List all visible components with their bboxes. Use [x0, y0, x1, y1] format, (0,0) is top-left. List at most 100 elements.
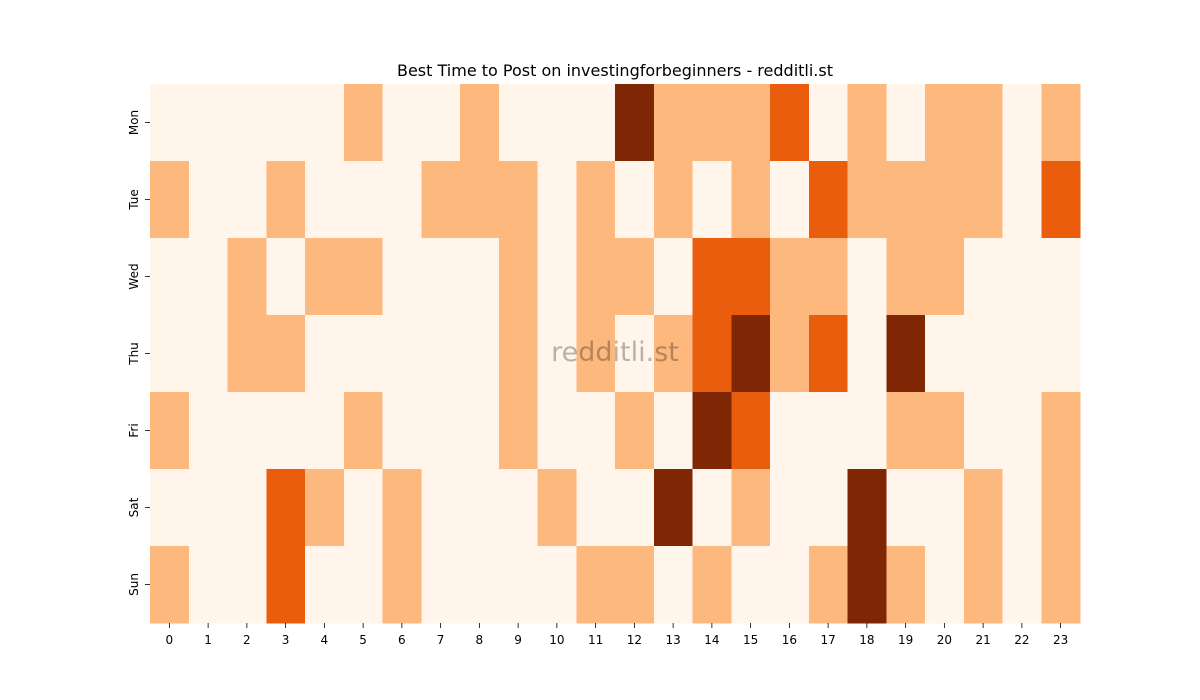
heatmap-cell [576, 392, 616, 470]
heatmap-cell [1002, 84, 1042, 162]
heatmap-cell [227, 546, 267, 624]
heatmap-cell [847, 469, 887, 547]
heatmap-cell [150, 469, 190, 547]
heatmap-cell [847, 161, 887, 239]
heatmap-cell [188, 469, 228, 547]
heatmap-cell [382, 84, 422, 162]
heatmap-cell [188, 315, 228, 393]
heatmap-cell [808, 315, 848, 393]
heatmap-cell [305, 238, 345, 316]
heatmap-cell [227, 469, 267, 547]
x-tick-label: 16 [782, 633, 797, 647]
heatmap-cell [266, 315, 306, 393]
heatmap-cell [731, 469, 771, 547]
heatmap-cell [731, 84, 771, 162]
heatmap-cell [615, 469, 655, 547]
heatmap-cell [498, 546, 538, 624]
heatmap-cell [188, 392, 228, 470]
x-tick-label: 12 [627, 633, 642, 647]
heatmap-cell [1002, 546, 1042, 624]
y-tick-label: Sat [127, 497, 141, 517]
x-tick-label: 8 [476, 633, 484, 647]
heatmap-cell [692, 469, 732, 547]
x-tick-label: 4 [321, 633, 329, 647]
heatmap-cell [847, 392, 887, 470]
heatmap-cell [498, 469, 538, 547]
heatmap-cell [305, 315, 345, 393]
heatmap-cell [188, 238, 228, 316]
heatmap-cell [421, 315, 461, 393]
heatmap-cell [615, 238, 655, 316]
heatmap-cell [770, 315, 810, 393]
heatmap-cell [305, 546, 345, 624]
heatmap-cell [576, 84, 616, 162]
heatmap-cell [343, 315, 383, 393]
heatmap-cell [615, 315, 655, 393]
heatmap-cell [150, 161, 190, 239]
heatmap-cell [460, 546, 500, 624]
heatmap-cell [731, 546, 771, 624]
heatmap-cell [886, 238, 926, 316]
heatmap-cell [382, 546, 422, 624]
y-axis: Mon Tue Wed Thu Fri Sat Sun [127, 110, 150, 596]
heatmap-cell [770, 546, 810, 624]
heatmap-cell [808, 238, 848, 316]
heatmap-cell [343, 161, 383, 239]
heatmap-cell [421, 238, 461, 316]
x-axis: 0 1 2 3 4 5 6 7 8 9 10 11 12 13 14 15 16 17 18 19 20 21 22 23 [166, 623, 1068, 647]
heatmap-cell [266, 392, 306, 470]
heatmap-cell [692, 392, 732, 470]
heatmap-cell [1002, 392, 1042, 470]
heatmap-cell [653, 546, 693, 624]
heatmap-cell [925, 469, 965, 547]
heatmap-cell [498, 315, 538, 393]
x-tick-label: 15 [743, 633, 758, 647]
x-tick-label: 14 [704, 633, 719, 647]
heatmap-cell [847, 546, 887, 624]
heatmap-cell [770, 161, 810, 239]
heatmap-cell [808, 84, 848, 162]
x-tick-label: 21 [975, 633, 990, 647]
heatmap-cell [731, 392, 771, 470]
heatmap-cell [731, 238, 771, 316]
x-tick-label: 0 [166, 633, 174, 647]
heatmap-cell [576, 315, 616, 393]
heatmap-cell [808, 392, 848, 470]
heatmap-cell [188, 161, 228, 239]
heatmap-cell [537, 392, 577, 470]
heatmap-cell [305, 84, 345, 162]
heatmap-cell [1041, 315, 1081, 393]
heatmap-cell [460, 469, 500, 547]
heatmap-cell [615, 546, 655, 624]
heatmap-cell [770, 392, 810, 470]
heatmap-cell [266, 546, 306, 624]
heatmap-cell [653, 392, 693, 470]
x-tick-label: 23 [1053, 633, 1068, 647]
heatmap-cell [731, 315, 771, 393]
heatmap-cell [1041, 392, 1081, 470]
heatmap-cell [576, 161, 616, 239]
heatmap-cell [537, 161, 577, 239]
heatmap-cell [188, 84, 228, 162]
heatmap-cell [886, 546, 926, 624]
heatmap-cell [576, 238, 616, 316]
heatmap-cell [537, 238, 577, 316]
heatmap-cell [421, 392, 461, 470]
heatmap-cell [1041, 161, 1081, 239]
x-tick-label: 17 [820, 633, 835, 647]
heatmap-cell [847, 315, 887, 393]
heatmap-cell [498, 161, 538, 239]
heatmap-cell [1002, 161, 1042, 239]
heatmap-cell [653, 469, 693, 547]
heatmap-cell [963, 546, 1003, 624]
heatmap-cell [227, 84, 267, 162]
heatmap-cell [1002, 315, 1042, 393]
heatmap-cell [808, 161, 848, 239]
x-tick-label: 2 [243, 633, 251, 647]
heatmap-cell [576, 469, 616, 547]
heatmap-cell [925, 315, 965, 393]
y-tick-label: Mon [127, 110, 141, 135]
heatmap-cell [537, 84, 577, 162]
heatmap-cell [382, 238, 422, 316]
y-tick-label: Wed [127, 263, 141, 289]
